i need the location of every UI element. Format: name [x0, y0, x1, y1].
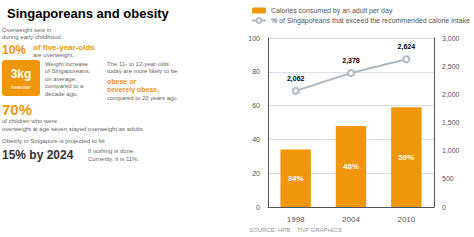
svg-text:2,500: 2,500	[442, 63, 460, 70]
svg-text:10%: 10%	[2, 43, 26, 57]
svg-text:obese or: obese or	[107, 78, 136, 85]
svg-text:80: 80	[252, 68, 260, 75]
svg-text:70%: 70%	[2, 101, 32, 118]
svg-text:15% by 2024: 15% by 2024	[2, 148, 74, 162]
svg-text:0: 0	[442, 204, 446, 211]
svg-text:heavier: heavier	[11, 84, 31, 90]
svg-text:3,000: 3,000	[442, 35, 460, 42]
svg-text:compared to 20 years ago.: compared to 20 years ago.	[107, 95, 179, 101]
svg-text:2004: 2004	[342, 215, 360, 224]
svg-text:Weight increase: Weight increase	[45, 61, 89, 67]
svg-text:today are more likely to be: today are more likely to be	[107, 68, 178, 74]
svg-text:of Singaporeans,: of Singaporeans,	[45, 68, 91, 74]
svg-text:on average,: on average,	[45, 76, 77, 82]
svg-text:of children who were: of children who were	[2, 118, 58, 124]
svg-text:% of Singaporeans that exceed: % of Singaporeans that exceed the recomm…	[271, 17, 470, 25]
svg-text:The 11- to 12-year-olds: The 11- to 12-year-olds	[107, 61, 169, 67]
svg-text:Calories consumed by an adult: Calories consumed by an adult per day	[271, 7, 393, 15]
svg-text:compared to a: compared to a	[45, 83, 84, 89]
svg-text:Overweight sets in: Overweight sets in	[2, 27, 51, 33]
svg-text:0: 0	[256, 204, 260, 211]
svg-text:1998: 1998	[287, 215, 305, 224]
svg-text:48%: 48%	[343, 162, 359, 171]
svg-text:2,624: 2,624	[398, 43, 416, 51]
svg-text:overweight at age seven stayed: overweight at age seven stayed overweigh…	[2, 126, 145, 132]
svg-text:Currently, it is 11%.: Currently, it is 11%.	[88, 156, 139, 162]
svg-text:of five-year-olds: of five-year-olds	[33, 43, 95, 52]
svg-text:59%: 59%	[398, 153, 414, 162]
svg-text:2,062: 2,062	[287, 75, 305, 83]
svg-text:1,500: 1,500	[442, 119, 460, 126]
svg-text:SOURCE: HPB TNP GRAPHICS: SOURCE: HPB TNP GRAPHICS	[249, 227, 342, 233]
svg-text:Obesity in Singapore is projec: Obesity in Singapore is projected to hit	[2, 138, 105, 144]
svg-text:1,000: 1,000	[442, 147, 460, 154]
svg-text:2,378: 2,378	[342, 57, 360, 65]
svg-text:Singaporeans and obesity: Singaporeans and obesity	[7, 6, 170, 21]
svg-text:60: 60	[252, 102, 260, 109]
svg-text:during early childhood.: during early childhood.	[2, 34, 63, 40]
svg-text:decade ago.: decade ago.	[45, 91, 78, 97]
svg-text:40: 40	[252, 136, 260, 143]
svg-text:34%: 34%	[288, 174, 304, 183]
svg-text:500: 500	[442, 175, 454, 182]
svg-text:if nothing is done.: if nothing is done.	[88, 148, 135, 154]
svg-text:severely obese,: severely obese,	[107, 86, 159, 94]
svg-text:3kg: 3kg	[11, 67, 32, 81]
svg-text:100: 100	[248, 35, 260, 42]
svg-text:are overweight.: are overweight.	[33, 52, 74, 58]
svg-text:20: 20	[252, 170, 260, 177]
svg-text:2,000: 2,000	[442, 91, 460, 98]
svg-text:2010: 2010	[397, 215, 415, 224]
